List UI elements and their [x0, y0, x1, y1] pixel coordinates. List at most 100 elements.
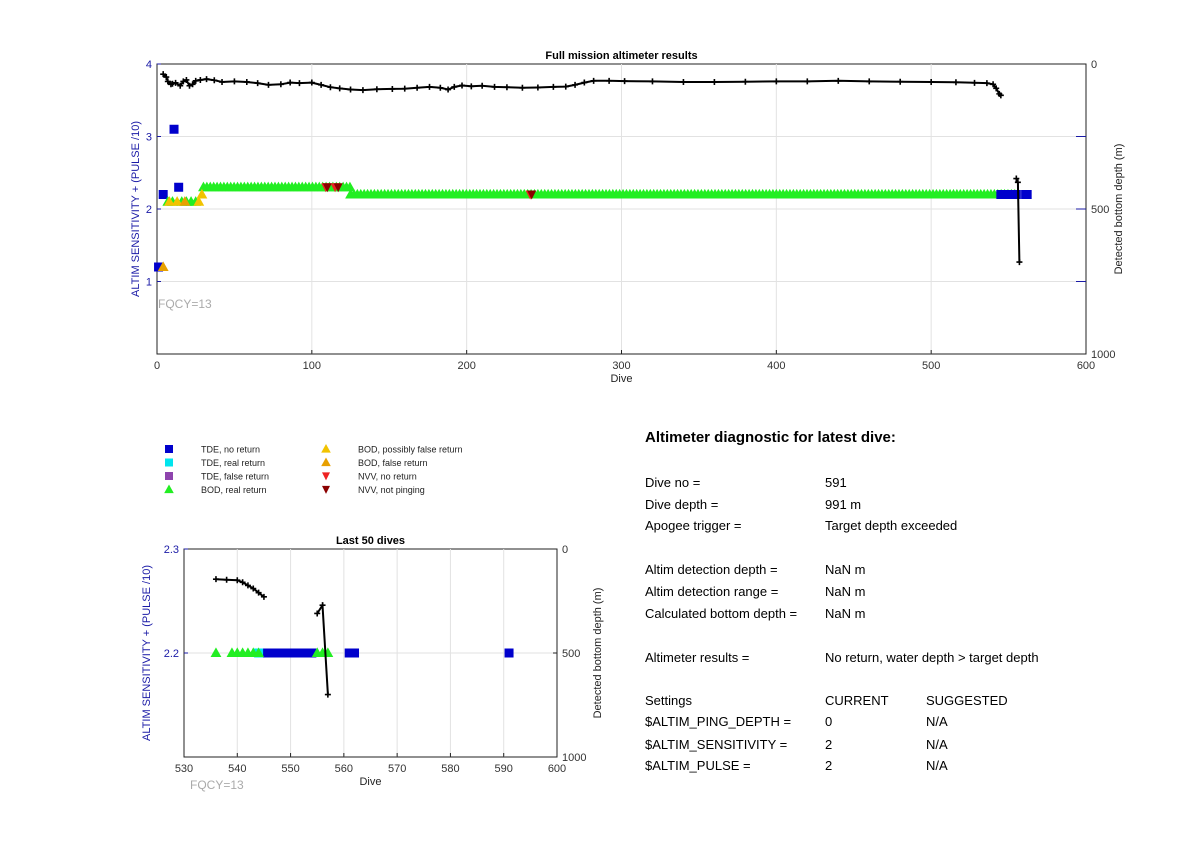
- legend-swatch-8: [322, 485, 330, 494]
- last-50-bottom-depth-point: [244, 582, 251, 589]
- full-mission-bottom-depth-point: [649, 78, 656, 85]
- full-mission-bottom-depth-point: [468, 83, 475, 90]
- last-50-bottom-depth-point: [239, 579, 246, 586]
- full-mission-bottom-depth-point: [459, 82, 466, 89]
- full-mission-bottom-depth-point: [389, 85, 396, 92]
- last-50-xtick-label: 580: [441, 763, 459, 775]
- last-50-bottom-depth-point: [212, 576, 219, 583]
- full-mission-bottom-depth-point: [997, 92, 1004, 99]
- full-mission-ytick-label: 4: [146, 59, 152, 71]
- full-mission-bottom-depth-point: [445, 86, 452, 93]
- setting-suggested-pulse: N/A: [926, 758, 948, 773]
- legend-swatch-2: [165, 458, 173, 467]
- full-mission-bottom-depth-point: [287, 79, 294, 86]
- full-mission-bottom-depth-point: [180, 78, 187, 85]
- full-mission-bottom-depth-point: [186, 82, 193, 89]
- full-mission-bottom-depth-point: [835, 77, 842, 84]
- last-50-marker-tde-no-return: [280, 648, 290, 658]
- last-50-y2label: Detected bottom depth (m): [592, 588, 604, 719]
- full-mission-bottom-depth-point: [534, 84, 541, 91]
- last-50-y2tick-label: 0: [562, 544, 568, 556]
- full-mission-title: Full mission altimeter results: [545, 50, 697, 62]
- setting-suggested-sensitivity: N/A: [926, 737, 948, 752]
- full-mission-xtick-label: 200: [457, 360, 475, 372]
- full-mission-xtick-label: 100: [303, 360, 321, 372]
- full-mission-bottom-depth-point: [160, 71, 167, 78]
- full-mission-marker-tde-no-return: [174, 182, 184, 192]
- full-mission-bottom-depth-point: [866, 78, 873, 85]
- legend-swatch-5: [321, 444, 331, 453]
- full-mission-bottom-depth-point: [897, 78, 904, 85]
- diag-label-detection-range: Altim detection range =: [645, 584, 779, 599]
- full-mission-bottom-depth-point: [550, 83, 557, 90]
- full-mission-marker-bod-possibly-false: [196, 188, 208, 199]
- full-mission-bottom-depth-point: [177, 82, 184, 89]
- diag-label-altimeter-results: Altimeter results =: [645, 650, 750, 665]
- setting-current-ping-depth: 0: [825, 714, 833, 729]
- legend-label-8: NVV, not pinging: [358, 485, 425, 495]
- last-50-marker-bod-real-return: [210, 647, 222, 658]
- last-50-marker-tde-no-return: [350, 648, 360, 658]
- diag-label-apogee-trigger: Apogee trigger =: [645, 518, 742, 533]
- legend-label-7: NVV, no return: [358, 472, 417, 482]
- legend-label-6: BOD, false return: [358, 458, 428, 468]
- full-mission-xtick-label: 500: [922, 360, 940, 372]
- full-mission-bottom-depth-point: [414, 84, 421, 91]
- last-50-bottom-depth-point: [324, 691, 331, 698]
- last-50-marker-tde-no-return: [264, 648, 274, 658]
- full-mission-bottom-depth-point: [219, 78, 226, 85]
- full-mission-marker-tde-no-return: [154, 262, 164, 272]
- diag-label-bottom-depth: Calculated bottom depth =: [645, 606, 798, 621]
- last-50-marker-tde-no-return: [275, 648, 285, 658]
- full-mission-bottom-depth-point: [773, 78, 780, 85]
- full-mission-marker-nvv-not-pinging: [322, 183, 332, 193]
- last-50-xlabel: Dive: [359, 776, 381, 788]
- full-mission-bottom-depth-point: [231, 78, 238, 85]
- full-mission-bottom-depth-point: [711, 78, 718, 85]
- full-mission-bottom-depth-point: [971, 79, 978, 86]
- full-mission-bottom-depth-point: [296, 80, 303, 87]
- full-mission-xlabel: Dive: [610, 373, 632, 385]
- full-mission-bottom-depth-point: [308, 79, 315, 86]
- full-mission-ytick-label: 1: [146, 277, 152, 289]
- diag-label-dive-depth: Dive depth =: [645, 497, 719, 512]
- full-mission-bottom-depth-point: [1013, 175, 1020, 182]
- legend-label-5: BOD, possibly false return: [358, 445, 463, 455]
- full-mission-bottom-depth-point: [426, 83, 433, 90]
- last-50-bottom-depth-point: [314, 610, 321, 617]
- last-50-marker-tde-no-return: [270, 648, 280, 658]
- last-50-ylabel: ALTIM SENSITIVITY + (PULSE /10): [141, 565, 153, 741]
- full-mission-bottom-depth-point: [990, 81, 997, 88]
- full-mission-bottom-depth-point: [197, 76, 204, 83]
- full-mission-marker-tde-no-return: [1022, 190, 1032, 199]
- setting-label-sensitivity: $ALTIM_SENSITIVITY =: [645, 737, 788, 752]
- last-50-marker-tde-no-return: [307, 648, 317, 658]
- full-mission-bottom-depth-point: [606, 77, 613, 84]
- full-mission-bottom-depth-point: [983, 80, 990, 87]
- diag-value-altimeter-results: No return, water depth > target depth: [825, 650, 1039, 665]
- legend-label-2: TDE, real return: [201, 458, 265, 468]
- last-50-xtick-label: 560: [335, 763, 353, 775]
- legend-label-1: TDE, no return: [201, 445, 260, 455]
- setting-suggested-ping-depth: N/A: [926, 714, 948, 729]
- full-mission-bottom-depth-point: [621, 78, 628, 85]
- full-mission-marker-tde-no-return: [1000, 190, 1010, 199]
- full-mission-bottom-depth-point: [327, 84, 334, 91]
- full-mission-bottom-depth-point: [572, 81, 579, 88]
- full-mission-bottom-depth-point: [491, 83, 498, 90]
- full-mission-marker-tde-no-return: [1011, 190, 1021, 199]
- last-50-marker-tde-no-return: [259, 648, 269, 658]
- diag-value-dive-depth: 991 m: [825, 497, 862, 512]
- full-mission-bottom-depth-point: [581, 79, 588, 86]
- full-mission-bottom-depth-point: [183, 76, 190, 83]
- legend-swatch-3: [165, 472, 173, 480]
- full-mission-marker-tde-no-return: [996, 190, 1006, 199]
- full-mission-bottom-depth-point: [243, 78, 250, 85]
- setting-current-sensitivity: 2: [825, 737, 833, 752]
- diagnostic-title: Altimeter diagnostic for latest dive:: [645, 429, 896, 446]
- last-50-title: Last 50 dives: [336, 535, 405, 547]
- full-mission-y2tick-label: 1000: [1091, 349, 1115, 361]
- full-mission-bottom-depth-point: [401, 85, 408, 92]
- last-50-bottom-depth-point: [223, 576, 230, 583]
